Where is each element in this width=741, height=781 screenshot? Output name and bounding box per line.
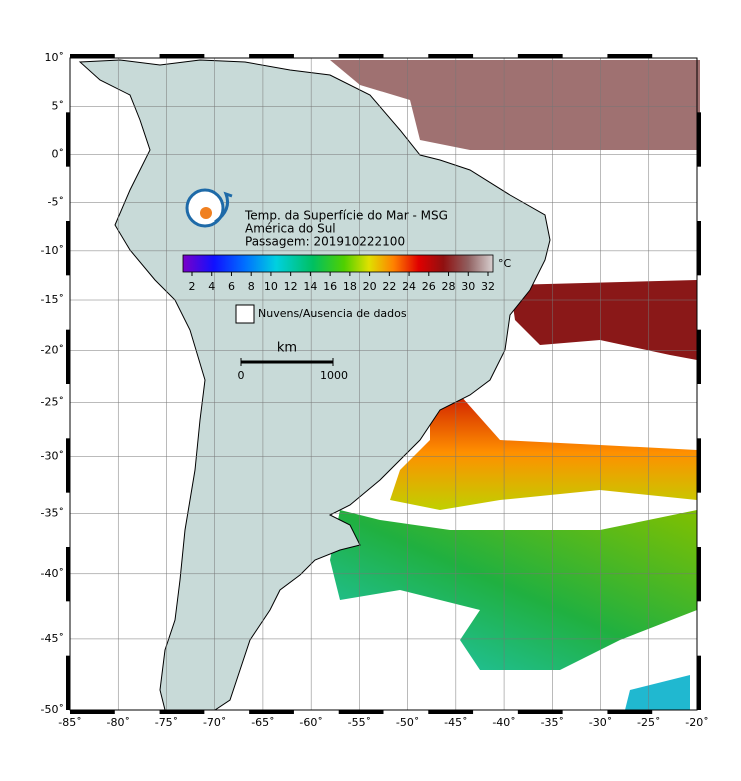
frame-bar — [66, 112, 70, 167]
lon-tick-label: -65˚ — [251, 716, 274, 729]
colorbar-tick-label: 30 — [461, 280, 475, 293]
title-line: Passagem: 201910222100 — [245, 235, 405, 249]
lat-tick-label: -5˚ — [48, 195, 64, 208]
lat-tick-label: -35˚ — [41, 506, 64, 519]
lon-tick-label: -80˚ — [106, 716, 129, 729]
frame-bar — [159, 54, 205, 58]
frame-bar — [697, 329, 701, 384]
colorbar-ticks: 2 4 6 8 10 12 14 16 18 20 22 24 26 28 30 32 — [189, 272, 495, 293]
lon-tick-label: -25˚ — [637, 716, 660, 729]
colorbar-tick-label: 12 — [284, 280, 298, 293]
frame-bar — [249, 710, 294, 714]
title-line: Temp. da Superfície do Mar - MSG — [244, 209, 448, 223]
lon-tick-label: -60˚ — [299, 716, 322, 729]
frame-bar — [66, 547, 70, 602]
colorbar — [182, 254, 494, 273]
frame-bar — [66, 655, 70, 710]
lon-tick-label: -40˚ — [492, 716, 515, 729]
lon-tick-label: -55˚ — [348, 716, 371, 729]
lon-tick-label: -30˚ — [589, 716, 612, 729]
colorbar-tick-label: 8 — [248, 280, 255, 293]
colorbar-tick-label: 4 — [208, 280, 215, 293]
legend-swatch — [235, 304, 255, 324]
colorbar-tick-label: 16 — [323, 280, 337, 293]
frame-bar — [697, 547, 701, 602]
colorbar-tick-label: 24 — [402, 280, 416, 293]
frame-bar — [338, 710, 384, 714]
colorbar-tick-label: 28 — [442, 280, 456, 293]
scale-label: 1000 — [320, 369, 348, 382]
lon-tick-label: -45˚ — [444, 716, 467, 729]
lat-tick-label: -15˚ — [41, 293, 64, 306]
lon-tick-label: -50˚ — [396, 716, 419, 729]
lon-tick-label: -20˚ — [685, 716, 708, 729]
frame-bar — [607, 54, 653, 58]
lat-tick-label: -30˚ — [41, 449, 64, 462]
frame-bar — [249, 54, 294, 58]
lat-tick-label: -50˚ — [41, 703, 64, 716]
frame-bar — [338, 54, 384, 58]
frame-bar — [66, 329, 70, 384]
frame-bar — [70, 710, 115, 714]
colorbar-tick-label: 20 — [363, 280, 377, 293]
colorbar-tick-label: 18 — [343, 280, 357, 293]
lat-tick-label: -20˚ — [41, 343, 64, 356]
graticule: -85˚ -80˚ -75˚ -70˚ -65˚ -60˚ -55˚ -50˚ -45˚ -40˚… — [41, 51, 709, 729]
lat-tick-label: 5˚ — [52, 99, 65, 112]
colorbar-tick-label: 2 — [189, 280, 196, 293]
lat-tick-label: 10˚ — [45, 51, 65, 64]
frame-bar — [66, 438, 70, 493]
colorbar-tick-label: 32 — [481, 280, 495, 293]
frame-bar — [159, 710, 205, 714]
lat-tick-label: -45˚ — [41, 632, 64, 645]
frame-bar — [428, 710, 474, 714]
colorbar-tick-label: 22 — [382, 280, 396, 293]
frame-bar — [607, 710, 653, 714]
colorbar-unit: °C — [498, 257, 512, 270]
colorbar-tick-label: 10 — [264, 280, 278, 293]
lon-tick-label: -35˚ — [541, 716, 564, 729]
legend-label: Nuvens/Ausencia de dados — [258, 307, 407, 320]
colorbar-tick-label: 14 — [303, 280, 317, 293]
frame-bar — [70, 54, 115, 58]
frame-bar — [697, 655, 701, 710]
title-line: América do Sul — [245, 222, 336, 236]
frame-bar — [517, 710, 563, 714]
lat-tick-label: 0˚ — [52, 147, 65, 160]
frame-bar — [697, 112, 701, 167]
lat-tick-label: -40˚ — [41, 567, 64, 580]
frame-bar — [428, 54, 474, 58]
scale-label: 0 — [238, 369, 245, 382]
lat-tick-label: -25˚ — [41, 395, 64, 408]
lon-tick-label: -75˚ — [155, 716, 178, 729]
colorbar-tick-label: 26 — [422, 280, 436, 293]
scale-bar: km 0 1000 — [238, 341, 349, 383]
map-frame — [69, 57, 698, 711]
logo — [185, 188, 233, 228]
colorbar-tick-label: 6 — [228, 280, 235, 293]
frame-bar — [66, 221, 70, 276]
lon-tick-label: -70˚ — [203, 716, 226, 729]
frame-bar — [697, 438, 701, 493]
scale-unit: km — [277, 341, 297, 356]
frame-bar — [697, 221, 701, 276]
lat-tick-label: -10˚ — [41, 244, 64, 257]
frame-bar — [517, 54, 563, 58]
lon-tick-label: -85˚ — [58, 716, 81, 729]
